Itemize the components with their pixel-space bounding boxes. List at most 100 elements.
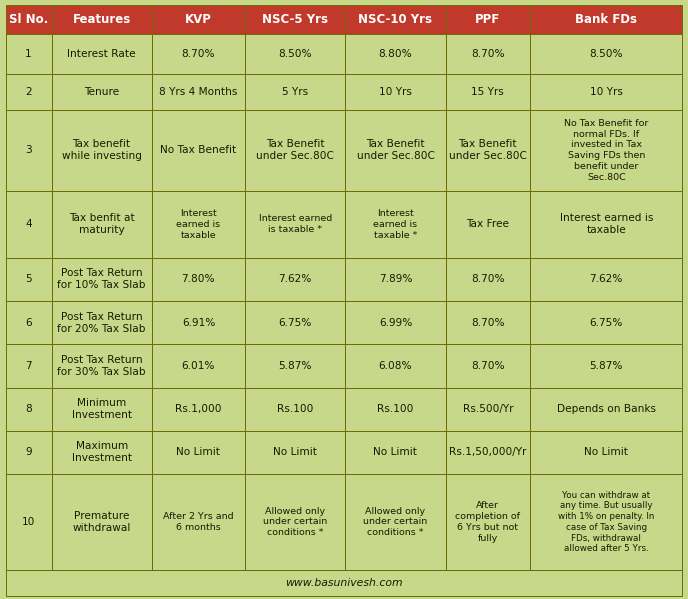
Text: Features: Features [72,13,131,26]
Bar [345,431,446,474]
Text: 6.08%: 6.08% [378,361,412,371]
Bar [530,74,682,110]
Bar [245,190,345,258]
Text: 8 Yrs 4 Months: 8 Yrs 4 Months [159,87,237,97]
Text: www.basunivesh.com: www.basunivesh.com [286,578,402,588]
Text: 10: 10 [22,517,35,527]
Text: Rs.500/Yr: Rs.500/Yr [462,404,513,414]
Bar [345,301,446,344]
Bar [52,431,152,474]
Bar [446,344,530,388]
Text: No Tax Benefit for
normal FDs. If
invested in Tax
Saving FDs then
benefit under
: No Tax Benefit for normal FDs. If invest… [564,119,649,181]
Bar [245,74,345,110]
Bar [446,301,530,344]
Bar [245,431,345,474]
Text: 5: 5 [25,274,32,285]
Text: Tax Benefit
under Sec.80C: Tax Benefit under Sec.80C [356,139,434,161]
Text: 6.91%: 6.91% [182,317,215,328]
Bar [152,5,245,34]
Text: Tax Benefit
under Sec.80C: Tax Benefit under Sec.80C [257,139,334,161]
Text: Rs.1,50,000/Yr: Rs.1,50,000/Yr [449,447,526,457]
Bar [152,474,245,570]
Text: 1: 1 [25,49,32,59]
Bar [446,190,530,258]
Text: 7.62%: 7.62% [590,274,623,285]
Text: Interest
earned is
taxable *: Interest earned is taxable * [374,209,418,240]
Bar [345,388,446,431]
Bar [152,388,245,431]
Text: Rs.100: Rs.100 [377,404,413,414]
Text: 6.99%: 6.99% [379,317,412,328]
Bar [152,110,245,190]
Bar [152,344,245,388]
Text: 2: 2 [25,87,32,97]
Bar [6,301,52,344]
Text: Allowed only
under certain
conditions *: Allowed only under certain conditions * [363,507,427,537]
Bar [52,258,152,301]
Bar [52,301,152,344]
Bar [446,431,530,474]
Bar [6,74,52,110]
Bar [530,431,682,474]
Text: No Limit: No Limit [584,447,628,457]
Bar [152,301,245,344]
Text: No Limit: No Limit [374,447,418,457]
Bar [152,34,245,74]
Bar [6,110,52,190]
Text: Interest
earned is
taxable: Interest earned is taxable [176,209,221,240]
Text: No Limit: No Limit [273,447,317,457]
Bar [530,474,682,570]
Bar [530,388,682,431]
Bar [446,388,530,431]
Text: Tax benfit at
maturity: Tax benfit at maturity [69,213,135,235]
Text: 8.70%: 8.70% [471,49,505,59]
Bar [345,474,446,570]
Bar [245,34,345,74]
Bar [446,110,530,190]
Text: No Limit: No Limit [176,447,220,457]
Text: Interest earned is
taxable: Interest earned is taxable [559,213,653,235]
Bar [52,388,152,431]
Text: 5.87%: 5.87% [279,361,312,371]
Bar [345,110,446,190]
Bar [245,110,345,190]
Bar [245,301,345,344]
Text: Post Tax Return
for 20% Tax Slab: Post Tax Return for 20% Tax Slab [57,311,146,334]
Bar [345,344,446,388]
Text: 9: 9 [25,447,32,457]
Text: No Tax Benefit: No Tax Benefit [160,145,237,155]
Bar [530,110,682,190]
Bar [530,34,682,74]
Text: NSC-10 Yrs: NSC-10 Yrs [358,13,433,26]
Text: Interest earned
is taxable *: Interest earned is taxable * [259,214,332,234]
Bar [152,258,245,301]
Text: Depends on Banks: Depends on Banks [557,404,656,414]
Text: 6.01%: 6.01% [182,361,215,371]
Text: 8.70%: 8.70% [471,274,505,285]
Bar [152,431,245,474]
Text: Premature
withdrawal: Premature withdrawal [72,511,131,533]
Bar [245,5,345,34]
Bar [245,388,345,431]
Text: Post Tax Return
for 30% Tax Slab: Post Tax Return for 30% Tax Slab [57,355,146,377]
Bar [345,258,446,301]
Bar [245,474,345,570]
Bar [52,474,152,570]
Text: 10 Yrs: 10 Yrs [379,87,412,97]
Text: Post Tax Return
for 10% Tax Slab: Post Tax Return for 10% Tax Slab [57,268,146,291]
Bar [6,5,52,34]
Text: Tax benefit
while investing: Tax benefit while investing [62,139,142,161]
Text: 5.87%: 5.87% [590,361,623,371]
Text: Interest Rate: Interest Rate [67,49,136,59]
Bar [52,34,152,74]
Text: 8.50%: 8.50% [590,49,623,59]
Text: After
completion of
6 Yrs but not
fully: After completion of 6 Yrs but not fully [455,501,520,543]
Bar [345,190,446,258]
Text: 7.62%: 7.62% [279,274,312,285]
Text: 8.70%: 8.70% [182,49,215,59]
Text: 3: 3 [25,145,32,155]
Text: 6.75%: 6.75% [590,317,623,328]
Text: Rs.100: Rs.100 [277,404,314,414]
Text: 8.80%: 8.80% [378,49,412,59]
Text: KVP: KVP [185,13,212,26]
